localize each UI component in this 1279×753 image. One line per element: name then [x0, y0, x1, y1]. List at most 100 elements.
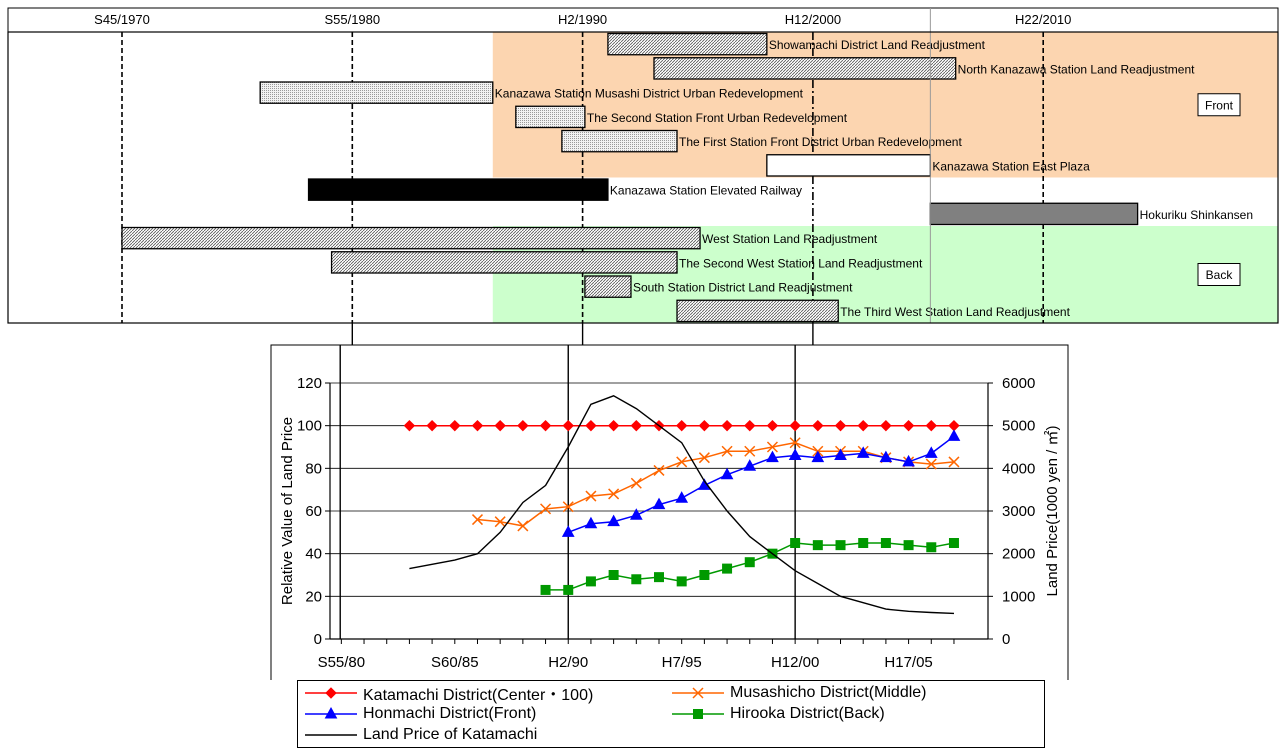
project-label: West Station Land Readjustment [702, 232, 878, 246]
region-back-box [1197, 263, 1241, 286]
data-point [563, 584, 574, 595]
legend-item: Honmachi District(Front) [301, 703, 536, 725]
data-point [699, 570, 710, 580]
legend-item: Musashicho District(Middle) [668, 682, 927, 704]
data-point [630, 419, 643, 432]
series-3 [540, 538, 959, 595]
y-tick-label: 40 [305, 546, 322, 563]
y-tick-label: 100 [297, 418, 322, 435]
project-bar [259, 81, 494, 104]
legend-label: Hirooka District(Back) [730, 705, 885, 722]
data-point [676, 456, 688, 468]
region-front-box [1197, 93, 1241, 117]
legend-key [672, 687, 724, 699]
project-label: The Second West Station Land Readjustmen… [679, 256, 923, 270]
data-point [743, 459, 757, 471]
project-label: The Second Station Front Urban Redevelop… [587, 111, 848, 125]
data-point [403, 419, 416, 432]
legend-label: Katamachi District(Center・100) [363, 687, 594, 704]
timeline-frame [7, 31, 1279, 324]
data-point [948, 538, 959, 548]
data-point [608, 488, 620, 500]
project-bar [653, 57, 957, 80]
data-point [608, 570, 619, 580]
project-label: Kanazawa Station East Plaza [932, 159, 1090, 173]
data-point [517, 419, 529, 432]
project-label: South Station District Land Readjustment [633, 281, 853, 295]
y2-tick-label: 0 [1002, 631, 1010, 648]
data-point [789, 419, 801, 432]
data-point [607, 419, 620, 432]
era-label: H22/2010 [1015, 12, 1071, 27]
data-point [692, 687, 704, 699]
data-point [722, 563, 733, 574]
data-point [858, 538, 869, 548]
data-point [494, 516, 506, 528]
data-point [766, 419, 779, 432]
series-1 [471, 437, 960, 532]
project-label: Hokuriku Shinkansen [1140, 208, 1253, 222]
project-label: The First Station Front District Urban R… [679, 135, 962, 149]
legend-key [305, 706, 357, 719]
data-point [812, 540, 823, 551]
data-point [494, 419, 506, 432]
data-point [539, 419, 552, 432]
series-2 [561, 429, 961, 537]
data-point [540, 503, 552, 515]
project-label: The Third West Station Land Readjustment [840, 305, 1070, 319]
data-point [631, 574, 642, 585]
project-bar [676, 299, 839, 323]
project-timeline: Showamachi District Land Readjustment Nor… [7, 7, 1279, 324]
data-point [902, 454, 915, 467]
legend-label: Musashicho District(Middle) [730, 684, 927, 701]
era-label: H12/2000 [785, 12, 841, 27]
data-point [693, 709, 703, 719]
timeline-header [7, 7, 1279, 33]
data-point [926, 542, 937, 553]
data-point [811, 450, 825, 463]
project-bar [121, 226, 701, 250]
data-point [325, 687, 337, 699]
y2-tick-label: 1000 [1002, 588, 1035, 605]
project-label: North Kanazawa Station Land Readjustment [958, 62, 1195, 76]
data-point [562, 419, 574, 432]
data-point [698, 419, 711, 432]
data-point [426, 419, 438, 432]
data-point [925, 458, 937, 470]
region-front-label: Front [1205, 98, 1234, 112]
chart-area [270, 344, 1069, 680]
data-point [948, 456, 960, 468]
data-point [629, 508, 643, 520]
data-point [562, 501, 574, 513]
series-line [477, 441, 955, 527]
series-line [409, 395, 955, 615]
y2-tick-label: 4000 [1002, 460, 1035, 477]
project-bar [607, 32, 768, 56]
y2-tick-label: 3000 [1002, 503, 1035, 520]
data-point [561, 525, 575, 537]
y-tick-label: 20 [305, 588, 322, 605]
data-point [880, 538, 891, 548]
project-label: Showamachi District Land Readjustment [769, 38, 986, 52]
data-point [902, 419, 915, 432]
data-point [676, 576, 687, 587]
data-point [324, 706, 338, 719]
era-label: S55/1980 [324, 12, 380, 27]
data-point [857, 419, 869, 432]
data-point [766, 441, 778, 453]
data-point [856, 446, 870, 458]
legend-key [305, 687, 357, 699]
series-4 [409, 395, 955, 615]
data-point [721, 419, 733, 432]
data-point [653, 464, 665, 476]
project-bar [561, 129, 678, 153]
data-point [630, 477, 642, 489]
data-point [925, 419, 937, 432]
legend-key [305, 734, 357, 736]
x-tick-label: S55/80 [318, 654, 366, 671]
data-point [675, 419, 688, 432]
project-bar [330, 251, 678, 274]
legend-item: Hirooka District(Back) [668, 703, 885, 725]
data-point [471, 514, 484, 526]
